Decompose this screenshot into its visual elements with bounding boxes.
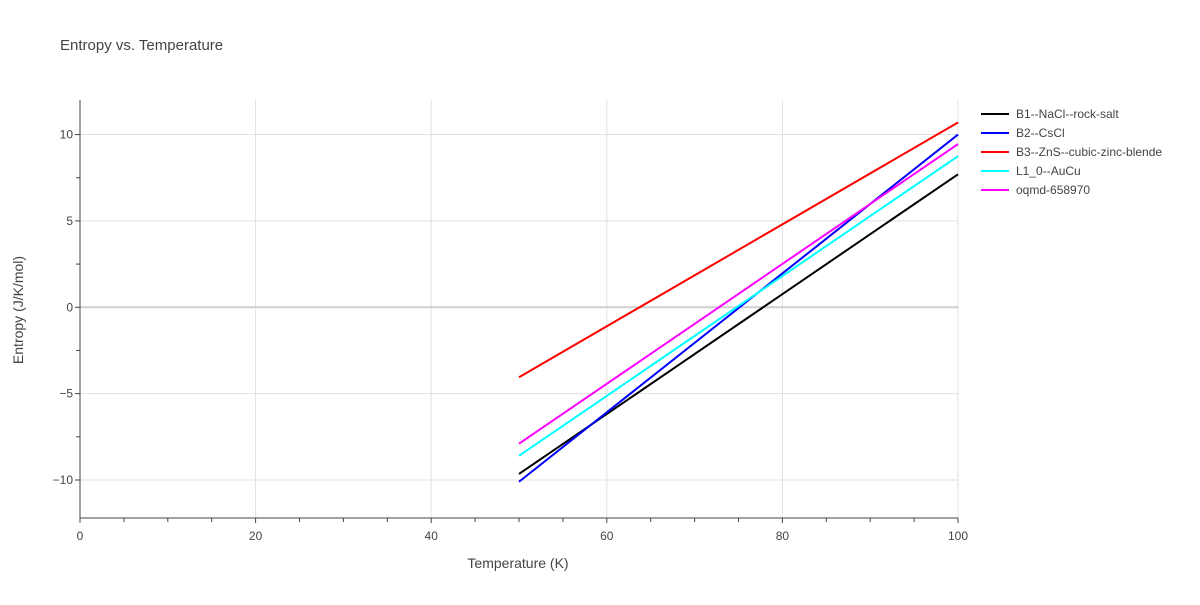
x-tick-label: 80 — [776, 529, 790, 543]
legend-label: B1--NaCl--rock-salt — [1016, 107, 1119, 121]
x-tick-label: 60 — [600, 529, 614, 543]
series-line-4 — [518, 143, 959, 445]
series-line-2 — [518, 121, 959, 379]
x-tick-label: 20 — [249, 529, 263, 543]
x-tick-label: 100 — [948, 529, 968, 543]
legend-label: B2--CsCl — [1016, 126, 1065, 140]
series-line-1 — [518, 133, 959, 483]
axis-layer: 0 20 40 60 80 100 −10 −5 0 5 10 — [53, 100, 968, 543]
x-tick-label: 40 — [425, 529, 439, 543]
legend-label: B3--ZnS--cubic-zinc-blende — [1016, 145, 1162, 159]
x-axis-title: Temperature (K) — [467, 555, 568, 571]
series-layer — [518, 121, 959, 483]
legend-label: oqmd-658970 — [1016, 183, 1090, 197]
legend-item[interactable]: B3--ZnS--cubic-zinc-blende — [981, 145, 1162, 159]
legend-item[interactable]: B1--NaCl--rock-salt — [981, 107, 1119, 121]
y-tick-label: −10 — [53, 473, 74, 487]
series-line-3 — [518, 155, 959, 457]
legend-item[interactable]: B2--CsCl — [981, 126, 1065, 140]
y-tick-label: 10 — [60, 128, 74, 142]
legend-label: L1_0--AuCu — [1016, 164, 1081, 178]
legend[interactable]: B1--NaCl--rock-salt B2--CsCl B3--ZnS--cubi… — [981, 107, 1162, 197]
legend-item[interactable]: oqmd-658970 — [981, 183, 1090, 197]
grid-layer — [80, 100, 959, 518]
chart-title: Entropy vs. Temperature — [60, 37, 223, 54]
y-tick-label: 5 — [66, 214, 73, 228]
legend-item[interactable]: L1_0--AuCu — [981, 164, 1081, 178]
y-tick-label: −5 — [59, 387, 73, 401]
y-tick-label: 0 — [66, 300, 73, 314]
y-axis-title: Entropy (J/K/mol) — [10, 256, 26, 364]
x-tick-label: 0 — [77, 529, 84, 543]
